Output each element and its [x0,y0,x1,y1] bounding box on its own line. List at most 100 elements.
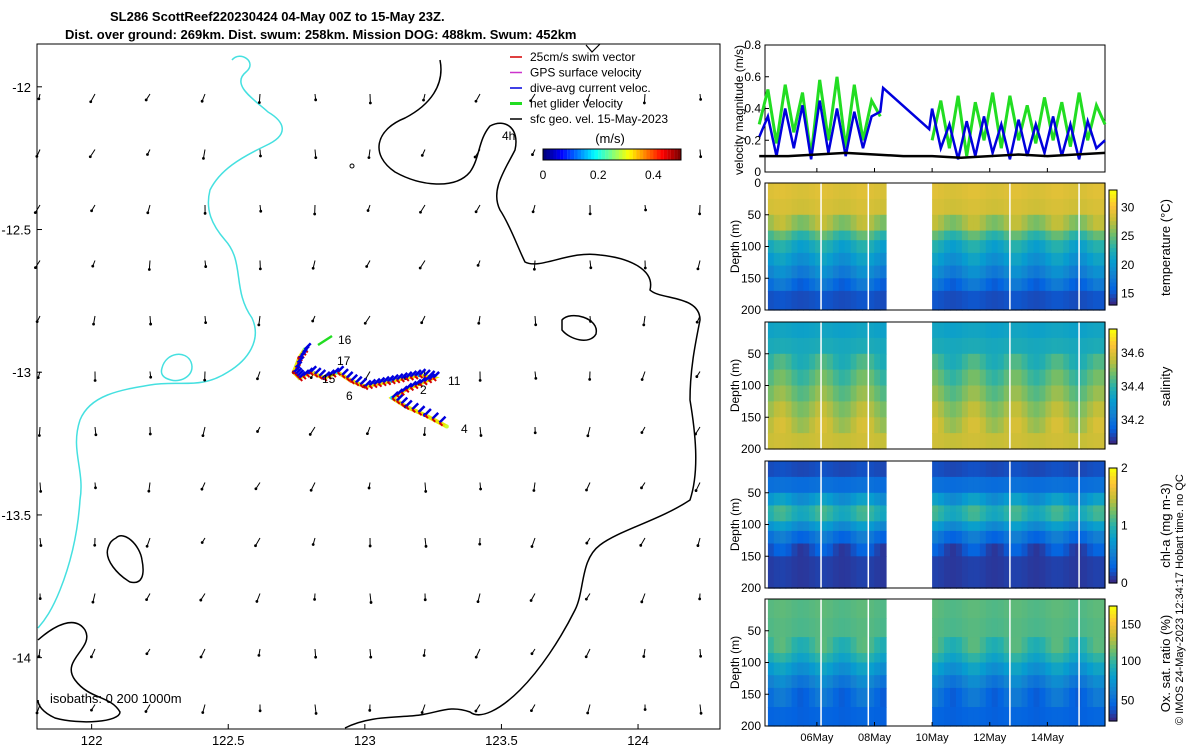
salinity-cell [961,433,969,450]
chla-cell [1021,543,1029,557]
chla-cell [979,543,987,557]
salinity-cell [991,322,999,339]
temperature-cell [1045,265,1052,279]
current-vector-head [640,431,644,434]
chla-cell [856,505,863,513]
temperature-cell [991,183,999,200]
coastline-0m [37,55,283,629]
current-vector [256,593,261,602]
current-vector [258,93,261,103]
chla-cell [862,530,869,545]
oxygen-cell [950,662,957,676]
salinity-cell [1009,353,1017,371]
salinity-cell [815,337,822,355]
temperature-cell [1021,252,1029,267]
temperature-cell [803,290,810,311]
chla-cell [985,505,993,513]
chla-cell [991,505,999,513]
temperature-cell [973,252,981,267]
oxygen-cell [961,662,969,676]
salinity-cell [826,322,834,339]
salinity-cell [815,401,822,418]
chla-colorbar-cell [1109,567,1117,573]
chla-cell [1081,476,1088,494]
current-vector-head [37,434,41,437]
temperature-cell [767,265,775,279]
chla-cell [826,530,834,545]
salinity-cell [932,322,939,339]
chla-cell [880,476,887,494]
temperature-cell [1081,265,1088,279]
chla-cell [1009,492,1017,507]
current-vector-head [699,711,703,715]
temperature-cell [773,290,781,311]
swim-vector [405,405,410,411]
chla-cell [773,476,781,494]
temperature-cell [809,230,816,241]
chla-cell [1045,505,1052,513]
temperature-cell [815,183,822,200]
chla-cell [997,543,1005,557]
oxygen-y-tick-label: 50 [748,624,762,638]
temperature-cell [850,183,858,200]
temperature-cell [944,252,951,267]
salinity-cell [862,337,869,355]
temperature-cell [991,265,999,279]
temperature-cell [1087,198,1094,216]
chla-cell [1021,492,1029,507]
oxygen-cell [1021,662,1029,676]
oxygen-cell [838,599,846,619]
current-vector-head [420,321,424,325]
oxygen-cell [862,662,869,676]
temperature-cell [1003,265,1011,279]
current-vector-field [33,93,703,715]
oxygen-cell [821,687,828,708]
oxygen-cell [868,707,875,727]
chla-colorbar-cell [1109,498,1117,504]
chla-cell [1063,511,1070,522]
current-vector-head [204,321,208,324]
salinity-cell [838,433,846,450]
map-y-tick-label: -13 [12,365,31,380]
temperature-cell [1087,230,1094,241]
salinity-cell [956,322,963,339]
oxygen-cell [1015,618,1023,638]
temperature-cell [874,252,881,267]
current-vector [420,204,426,213]
temperature-cell [1063,183,1070,200]
oxygen-cell [967,618,975,638]
temperature-cell [844,240,852,254]
salinity-cell [844,337,852,355]
oxygen-cell [932,618,939,638]
oxygen-cell [997,637,1005,654]
temperature-cell [862,265,869,279]
salinity-cell [785,353,793,371]
map-colorbar-cell [587,149,592,160]
chla-cell [868,521,875,532]
oxygen-cell [1087,653,1094,664]
salinity-cell [1015,369,1023,387]
oxygen-cell [850,653,858,664]
temperature-cell [956,290,963,311]
temperature-cell [1003,290,1011,311]
chla-cell [1045,461,1052,478]
oxygen-cell [791,687,798,708]
map-x-tick-label: 123 [354,733,376,748]
chla-cell [938,556,945,589]
temperature-cell [1081,230,1088,241]
salinity-cell [785,337,793,355]
temperature-cell [1039,198,1046,216]
current-vector-head [529,99,533,103]
salinity-cell [1033,385,1041,402]
map-colorbar-cell [570,149,575,160]
oxygen-cell [844,599,852,619]
temperature-cell [1027,214,1035,232]
map-colorbar-cell [549,149,554,160]
temperature-cell [1027,183,1035,200]
dive-avg-current-vector [322,371,331,379]
oxygen-cell [779,637,787,654]
temperature-cell [1093,230,1100,241]
oxygen-cell [779,653,787,664]
oxygen-cell [1003,687,1011,708]
salinity-cell [1081,322,1088,339]
